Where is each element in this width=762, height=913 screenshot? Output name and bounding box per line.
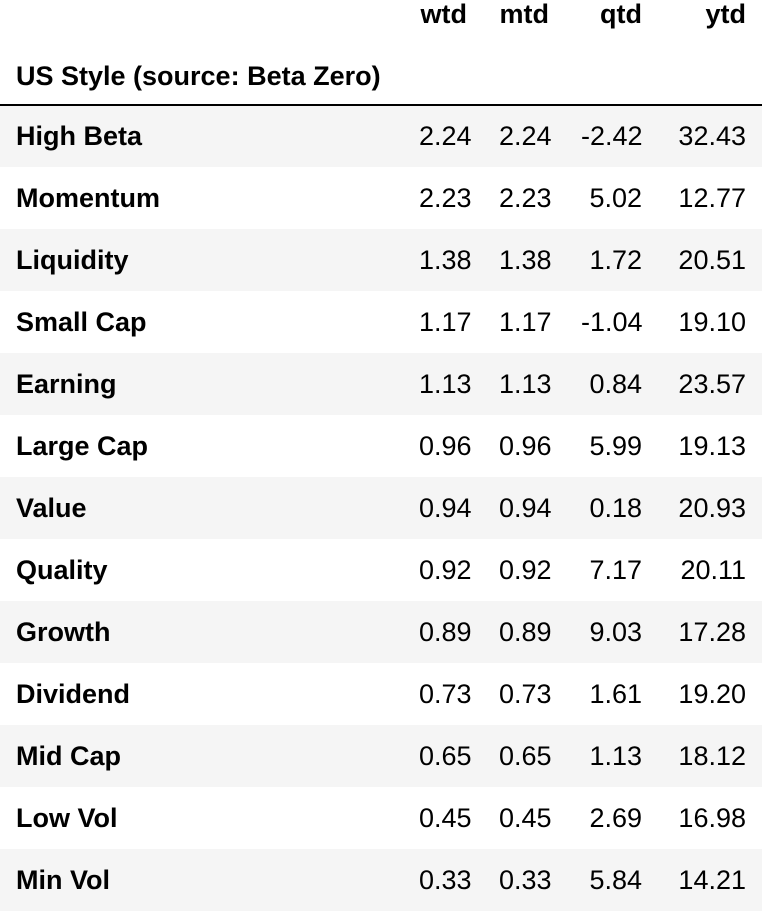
cell-ytd: 17.28: [678, 616, 746, 647]
row-label: Min Vol: [16, 864, 110, 895]
index-header-blank: [403, 48, 483, 106]
cell-mtd: 0.96: [499, 430, 552, 461]
row-label: Earning: [16, 368, 117, 399]
cell-ytd: 16.98: [678, 802, 746, 833]
row-label: Mid Cap: [16, 740, 121, 771]
index-header-blank: [565, 48, 658, 106]
table-row: Low Vol 0.45 0.45 2.69 16.98: [0, 787, 762, 849]
cell-mtd: 2.24: [499, 121, 552, 151]
row-label: Value: [16, 492, 87, 523]
cell-ytd: 12.77: [678, 182, 746, 213]
cell-wtd: 0.94: [419, 492, 472, 523]
cell-wtd: 0.45: [419, 802, 472, 833]
cell-wtd: 0.33: [419, 864, 472, 895]
cell-wtd: 2.23: [419, 182, 472, 213]
table-row: Dividend 0.73 0.73 1.61 19.20: [0, 663, 762, 725]
column-header-qtd: qtd: [600, 0, 642, 29]
cell-wtd: 0.65: [419, 740, 472, 771]
cell-mtd: 0.94: [499, 492, 552, 523]
table-row: Large Cap 0.96 0.96 5.99 19.13: [0, 415, 762, 477]
cell-mtd: 0.45: [499, 802, 552, 833]
column-header-ytd: ytd: [705, 0, 747, 29]
table-row: Value 0.94 0.94 0.18 20.93: [0, 477, 762, 539]
cell-qtd: 1.13: [589, 740, 642, 771]
table-row: Growth 0.89 0.89 9.03 17.28: [0, 601, 762, 663]
cell-mtd: 1.17: [499, 306, 552, 337]
table-header: wtd mtd qtd ytd US Style (source: Beta Z…: [0, 0, 762, 106]
index-header-blank: [658, 48, 762, 106]
cell-ytd: 20.93: [678, 492, 746, 523]
cell-mtd: 2.23: [499, 182, 552, 213]
cell-mtd: 0.89: [499, 616, 552, 647]
table-row: Earning 1.13 1.13 0.84 23.57: [0, 353, 762, 415]
cell-wtd: 2.24: [419, 121, 472, 151]
table-row: Liquidity 1.38 1.38 1.72 20.51: [0, 229, 762, 291]
cell-mtd: 1.13: [499, 368, 552, 399]
cell-wtd: 0.73: [419, 678, 472, 709]
row-label: Small Cap: [16, 306, 147, 337]
cell-ytd: 32.43: [678, 121, 746, 151]
cell-wtd: 0.89: [419, 616, 472, 647]
cell-qtd: -2.42: [581, 121, 643, 151]
row-label: Dividend: [16, 678, 131, 709]
cell-mtd: 0.65: [499, 740, 552, 771]
cell-ytd: 20.11: [680, 554, 746, 585]
row-label: Quality: [16, 554, 108, 585]
row-label: Large Cap: [16, 430, 149, 461]
cell-mtd: 0.33: [499, 864, 552, 895]
index-name: US Style (source: Beta Zero): [0, 48, 403, 106]
column-header-mtd: mtd: [499, 0, 550, 29]
cell-qtd: 5.84: [589, 864, 642, 895]
row-label: Liquidity: [16, 244, 129, 275]
cell-qtd: 0.84: [589, 368, 642, 399]
table-row: Mid Cap 0.65 0.65 1.13 18.12: [0, 725, 762, 787]
index-header-row: US Style (source: Beta Zero): [0, 48, 762, 106]
cell-qtd: 2.69: [589, 802, 642, 833]
row-label: Momentum: [16, 182, 160, 213]
table-row: Small Cap 1.17 1.17 -1.04 19.10: [0, 291, 762, 353]
cell-wtd: 1.38: [419, 244, 472, 275]
cell-qtd: 7.17: [589, 554, 642, 585]
cell-wtd: 0.92: [419, 554, 472, 585]
cell-qtd: 5.99: [589, 430, 642, 461]
table-row: High Beta 2.24 2.24 -2.42 32.43: [0, 105, 762, 167]
table-body: High Beta 2.24 2.24 -2.42 32.43 Momentum 2.23 2…: [0, 105, 762, 911]
cell-qtd: 5.02: [589, 182, 642, 213]
cell-wtd: 0.96: [419, 430, 472, 461]
cell-qtd: 9.03: [589, 616, 642, 647]
cell-mtd: 1.38: [499, 244, 552, 275]
cell-ytd: 20.51: [678, 244, 746, 275]
cell-mtd: 0.92: [499, 554, 552, 585]
cell-ytd: 19.10: [678, 306, 746, 337]
table-row: Momentum 2.23 2.23 5.02 12.77: [0, 167, 762, 229]
cell-ytd: 14.21: [678, 864, 746, 895]
cell-qtd: 1.72: [589, 244, 642, 275]
row-label: Growth: [16, 616, 111, 647]
table-row: Quality 0.92 0.92 7.17 20.11: [0, 539, 762, 601]
cell-ytd: 18.12: [678, 740, 746, 771]
table-row: Min Vol 0.33 0.33 5.84 14.21: [0, 849, 762, 911]
cell-qtd: 1.61: [589, 678, 642, 709]
index-header-blank: [483, 48, 565, 106]
row-label: High Beta: [16, 121, 143, 151]
column-header-wtd: wtd: [420, 0, 468, 29]
column-header-row: wtd mtd qtd ytd: [0, 0, 762, 48]
cell-wtd: 1.17: [419, 306, 472, 337]
cell-qtd: -1.04: [581, 306, 643, 337]
column-header-blank: [0, 0, 403, 48]
cell-mtd: 0.73: [499, 678, 552, 709]
cell-wtd: 1.13: [419, 368, 472, 399]
cell-qtd: 0.18: [589, 492, 642, 523]
cell-ytd: 19.13: [678, 430, 746, 461]
cell-ytd: 23.57: [678, 368, 746, 399]
cell-ytd: 19.20: [678, 678, 746, 709]
row-label: Low Vol: [16, 802, 118, 833]
